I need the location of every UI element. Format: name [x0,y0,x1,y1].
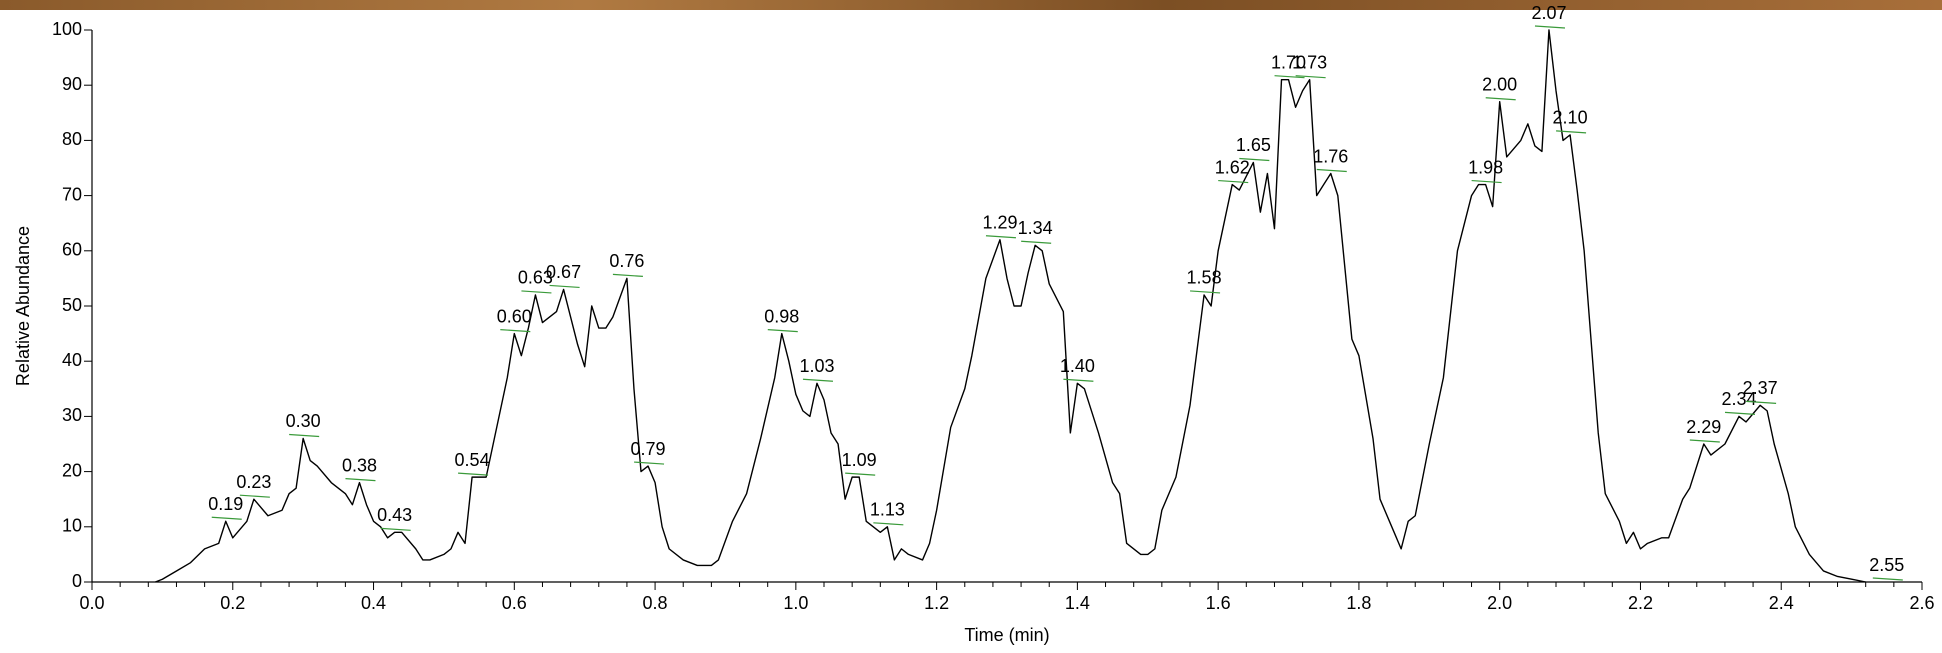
peak-label: 1.98 [1468,157,1503,177]
peak-label: 0.54 [455,450,490,470]
peak-marker [873,522,904,526]
peak-marker [458,472,489,476]
x-tick-label: 2.0 [1487,593,1512,613]
peak-label: 0.63 [518,268,553,288]
peak-label: 0.23 [236,472,271,492]
peak-marker [1295,75,1326,79]
peak-marker [289,433,320,438]
peak-label: 0.98 [764,306,799,326]
peak-marker [211,516,242,520]
y-tick-label: 90 [62,74,82,94]
peak-label: 0.67 [546,262,581,282]
x-tick-label: 1.8 [1346,593,1371,613]
y-tick-label: 40 [62,350,82,370]
peak-label: 2.29 [1686,417,1721,437]
peak-marker [985,235,1017,239]
y-tick-label: 0 [72,571,82,591]
peak-marker [380,527,411,531]
y-axis-label: Relative Abundance [13,226,33,386]
peak-label: 1.62 [1215,157,1250,177]
peak-label: 1.73 [1292,52,1327,72]
peak-label: 2.00 [1482,75,1517,95]
x-tick-label: 0.0 [79,593,104,613]
x-tick-label: 0.8 [643,593,668,613]
y-tick-label: 100 [52,19,82,39]
peak-marker [1746,400,1777,404]
peak-marker [521,290,552,294]
peak-marker [1316,168,1347,173]
y-tick-label: 20 [62,460,82,480]
peak-marker [1190,290,1221,294]
peak-label: 1.34 [1018,218,1053,238]
x-tick-label: 0.4 [361,593,386,613]
peak-label: 0.19 [208,494,243,514]
peak-label: 1.76 [1313,146,1348,166]
peak-label: 2.55 [1869,555,1904,575]
peak-label: 1.58 [1187,268,1222,288]
peak-marker [1534,25,1566,29]
y-tick-label: 30 [62,405,82,425]
peak-label: 2.37 [1743,378,1778,398]
peak-marker [845,472,876,476]
peak-marker [612,273,643,277]
y-tick-label: 50 [62,295,82,315]
peak-label: 0.43 [377,505,412,525]
peak-marker [1556,130,1587,134]
peak-marker [767,329,798,333]
peak-marker [1689,439,1720,443]
peak-marker [1485,97,1516,101]
x-tick-label: 1.4 [1065,593,1090,613]
x-tick-label: 0.6 [502,593,527,613]
peak-label: 1.09 [842,450,877,470]
peak-label: 2.34 [1721,389,1756,409]
peak-marker [802,378,834,382]
peak-marker [500,329,531,333]
y-tick-label: 80 [62,129,82,149]
peak-marker [345,478,376,482]
peak-marker [1218,179,1249,184]
peak-label: 0.38 [342,455,377,475]
peak-label: 2.10 [1553,108,1588,128]
peak-marker [1063,378,1094,382]
peak-marker [1239,157,1270,162]
trace-line [155,29,1866,583]
x-tick-label: 1.2 [924,593,949,613]
peak-label: 0.79 [631,439,666,459]
peak-marker [1872,577,1903,581]
x-tick-label: 0.2 [220,593,245,613]
peak-label: 0.60 [497,306,532,326]
peak-marker [633,461,665,465]
peak-label: 1.29 [982,213,1017,233]
peak-label: 1.65 [1236,135,1271,155]
y-tick-label: 10 [62,516,82,536]
peak-label: 1.70 [1271,52,1306,72]
x-axis-label: Time (min) [964,625,1049,645]
peak-label: 1.13 [870,500,905,520]
peak-label: 0.76 [609,251,644,271]
peak-label: 1.03 [799,356,834,376]
top-banner [0,0,1942,10]
x-tick-label: 2.2 [1628,593,1653,613]
x-tick-label: 2.4 [1769,593,1794,613]
x-tick-label: 1.6 [1206,593,1231,613]
peak-marker [1274,75,1305,79]
peak-label: 1.40 [1060,356,1095,376]
peak-marker [239,494,270,498]
y-tick-label: 60 [62,240,82,260]
y-tick-label: 70 [62,184,82,204]
x-tick-label: 2.6 [1909,593,1934,613]
peak-label: 0.30 [286,411,321,431]
peak-label: 2.07 [1531,3,1566,23]
peak-marker [1724,411,1756,415]
peak-marker [1471,179,1502,184]
peak-marker [1021,240,1052,244]
x-tick-label: 1.0 [783,593,808,613]
peak-marker [549,284,580,289]
